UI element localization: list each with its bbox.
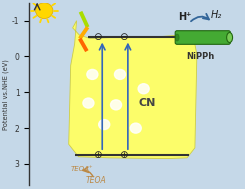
Text: CN: CN [139, 98, 156, 108]
Y-axis label: Potential vs.NHE (eV): Potential vs.NHE (eV) [3, 59, 9, 129]
Circle shape [138, 84, 149, 94]
Text: TEOA: TEOA [86, 176, 107, 185]
Circle shape [114, 69, 125, 79]
Text: $\ominus$: $\ominus$ [119, 31, 129, 42]
Polygon shape [69, 21, 197, 159]
FancyBboxPatch shape [175, 31, 230, 44]
Text: H₂: H₂ [211, 10, 222, 20]
Ellipse shape [227, 33, 233, 43]
Text: $\ominus$: $\ominus$ [93, 31, 103, 42]
Text: $\oplus$: $\oplus$ [119, 149, 129, 160]
Circle shape [87, 69, 98, 79]
Circle shape [99, 119, 110, 130]
Circle shape [130, 123, 141, 133]
Text: $\oplus$: $\oplus$ [93, 149, 103, 160]
Text: NiPPh: NiPPh [187, 52, 215, 61]
Text: H⁺: H⁺ [178, 12, 192, 22]
Circle shape [36, 3, 53, 19]
Circle shape [110, 100, 122, 110]
Circle shape [83, 98, 94, 108]
Text: TEOA⁺: TEOA⁺ [71, 166, 94, 172]
Ellipse shape [175, 34, 179, 41]
